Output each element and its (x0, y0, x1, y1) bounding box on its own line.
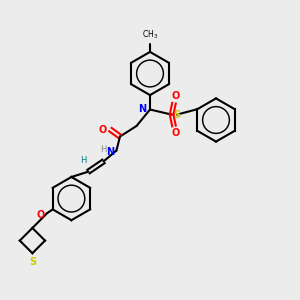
Text: H: H (80, 156, 86, 165)
Text: O: O (37, 209, 45, 220)
Text: N: N (138, 104, 146, 115)
Text: O: O (98, 124, 107, 135)
Text: H: H (100, 145, 107, 154)
Text: S: S (29, 257, 36, 267)
Text: N: N (106, 147, 114, 157)
Text: O: O (171, 91, 180, 101)
Text: CH$_3$: CH$_3$ (142, 28, 158, 41)
Text: O: O (171, 128, 180, 138)
Text: S: S (173, 110, 180, 120)
